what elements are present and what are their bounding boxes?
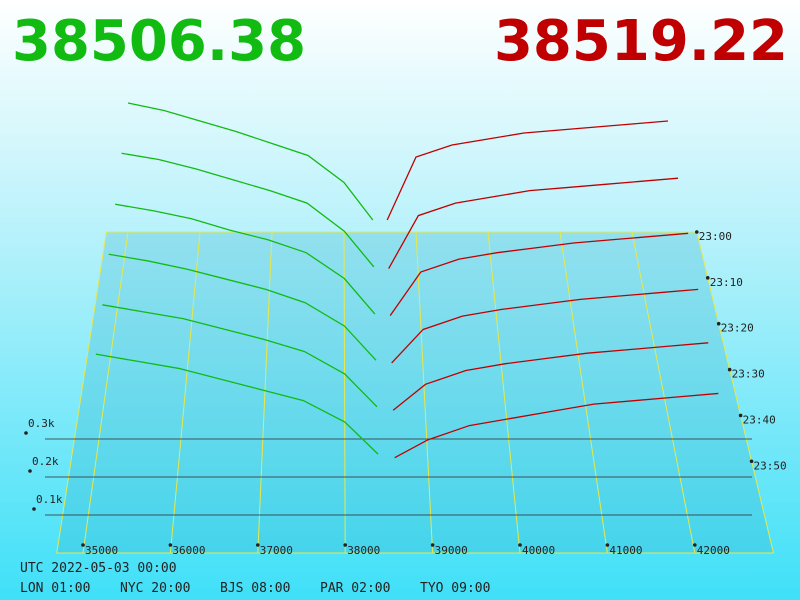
tick-dot [343,543,348,547]
tick-dot [255,543,260,547]
time-label: 23:00 [699,230,732,243]
tick-dot [605,543,610,547]
tick-dot [430,543,435,547]
ask-curve [391,288,699,364]
z-tick-label: 0.1k [36,493,63,506]
plot: 35000 36000 37000 38000 39000 40000 41000 42000… [24,102,787,557]
tick-dot [32,507,36,511]
zone-time: LON 01:00 [20,581,90,596]
x-tick-label: 40000 [522,544,555,557]
ask-price: 38519.22 [494,9,788,74]
tick-dot [738,413,743,418]
bid-curve [115,203,376,315]
tick-dot [716,321,721,326]
grid-line [415,231,434,554]
zone-time: PAR 02:00 [320,581,390,596]
tick-dot [693,543,697,547]
bid-curve [108,253,377,361]
tick-dot [705,276,710,280]
time-label: 23:20 [721,322,754,335]
time-label: 23:30 [732,368,765,381]
x-tick-label: 35000 [85,544,118,557]
ask-curve [394,392,719,459]
ask-curve [388,177,679,269]
bid-curve [121,152,375,268]
bid-curve [127,102,374,221]
x-tick-label: 42000 [697,544,730,557]
time-label: 23:10 [710,276,743,289]
tick-dot [24,431,28,435]
tick-dot [727,367,732,372]
zone-time: BJS 08:00 [220,581,290,596]
grid-line [631,231,696,554]
grid-line [257,231,273,554]
grid-line [343,231,346,554]
x-tick-label: 39000 [435,544,468,557]
time-zones: LON 01:00 NYC 20:00 BJS 08:00 PAR 02:00 TYO … [20,581,490,596]
time-label: 23:40 [743,413,776,426]
tick-dot [695,230,699,234]
grid-line [169,231,201,554]
tick-dot [28,469,32,473]
x-tick-label: 37000 [260,544,293,557]
bid-curve [95,353,379,455]
tick-dot [168,543,173,547]
grid-line [82,231,129,554]
time-label: 23:50 [754,459,787,472]
x-tick-label: 41000 [609,544,642,557]
ask-curve [386,120,669,221]
grid-line [559,231,608,554]
tick-dot [81,543,85,547]
bid-price: 38506.38 [12,9,306,74]
z-tick-label: 0.3k [28,417,55,430]
x-tick-label: 38000 [347,544,380,557]
bid-curve [102,304,378,408]
tick-dot [749,459,754,464]
utc-time: UTC 2022-05-03 00:00 [20,561,177,576]
z-tick-label: 0.2k [32,455,59,468]
zone-time: TYO 09:00 [420,581,490,596]
ask-curve [392,342,709,411]
x-tick-label: 36000 [172,544,205,557]
grid-line [487,231,521,554]
ask-curve [389,232,689,317]
zone-time: NYC 20:00 [120,581,190,596]
tick-dot [518,543,522,547]
